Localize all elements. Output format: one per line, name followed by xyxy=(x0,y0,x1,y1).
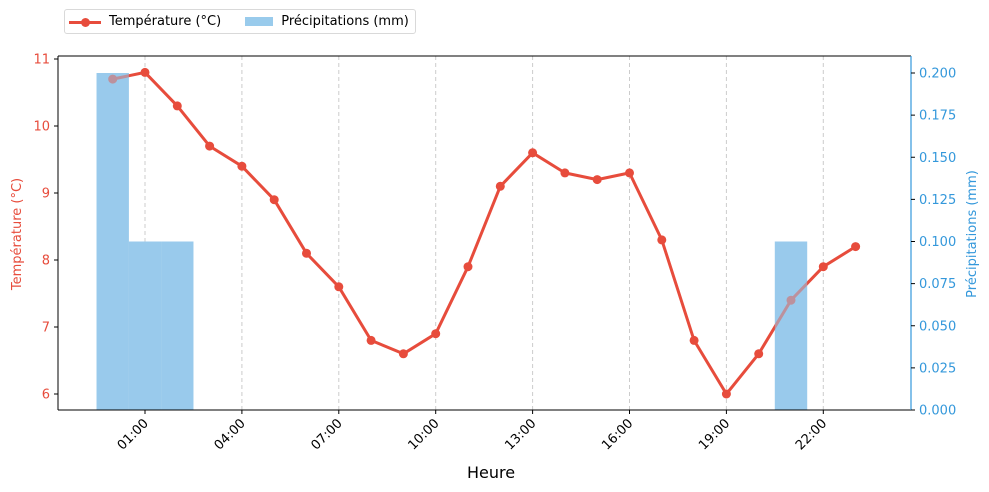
right-tick-label: 0.075 xyxy=(919,277,956,292)
temperature-marker xyxy=(269,195,279,205)
left-tick-label: 10 xyxy=(33,120,50,135)
temperature-marker xyxy=(560,168,570,178)
legend-label-precipitation: Précipitations (mm) xyxy=(281,14,409,29)
precipitation-bar-overlay xyxy=(128,241,162,410)
x-tick-label: 10:00 xyxy=(405,416,442,453)
temperature-marker xyxy=(366,335,376,345)
right-tick-label: 0.000 xyxy=(919,404,956,419)
temperature-marker xyxy=(657,235,667,245)
temperature-polyline xyxy=(112,70,857,396)
right-tick-label: 0.150 xyxy=(919,151,956,166)
right-tick-label: 0.125 xyxy=(919,193,956,208)
left-tick-label: 8 xyxy=(42,254,50,269)
temperature-marker xyxy=(625,168,634,178)
left-tick-label: 11 xyxy=(33,53,50,68)
x-tick-label: 04:00 xyxy=(212,416,249,453)
line-marker-icon xyxy=(69,15,101,29)
precipitation-bar-overlay xyxy=(96,73,129,410)
left-tick-label: 9 xyxy=(42,187,50,202)
temperature-marker xyxy=(851,242,861,252)
temperature-marker xyxy=(172,101,182,111)
x-tick-label: 13:00 xyxy=(502,416,539,453)
precipitation-bar-overlay xyxy=(161,241,194,410)
temperature-marker xyxy=(721,389,731,399)
right-tick-label: 0.050 xyxy=(919,319,956,334)
chart-legend: Température (°C) Précipitations (mm) xyxy=(64,9,416,34)
legend-item-temperature: Température (°C) xyxy=(69,14,221,29)
left-tick-label: 7 xyxy=(42,321,50,336)
bar-swatch-icon xyxy=(245,17,274,26)
temperature-marker xyxy=(463,262,473,272)
temperature-marker xyxy=(302,248,311,258)
temperature-marker xyxy=(205,141,215,151)
precipitation-bars xyxy=(96,73,808,410)
right-tick-label: 0.200 xyxy=(919,67,956,82)
temperature-marker xyxy=(431,329,441,339)
left-y-axis-label: Température (°C) xyxy=(10,178,25,291)
right-tick-label: 0.100 xyxy=(919,235,956,250)
grid-lines xyxy=(144,56,824,410)
temperature-marker xyxy=(495,181,505,191)
temperature-marker xyxy=(237,161,247,171)
left-tick-label: 6 xyxy=(42,388,50,403)
right-tick-label: 0.175 xyxy=(919,109,956,124)
temperature-marker xyxy=(592,175,602,185)
x-tick-label: 07:00 xyxy=(309,416,346,453)
temperature-line xyxy=(96,67,861,410)
x-tick-label: 16:00 xyxy=(599,416,636,453)
right-tick-label: 0.025 xyxy=(919,361,956,376)
temperature-marker xyxy=(818,262,828,272)
x-axis-label: Heure xyxy=(467,463,515,482)
temperature-marker xyxy=(689,335,699,345)
temperature-marker xyxy=(334,282,344,292)
temperature-marker xyxy=(754,349,764,359)
x-tick-label: 19:00 xyxy=(696,416,733,453)
temperature-marker xyxy=(140,67,150,77)
legend-label-temperature: Température (°C) xyxy=(109,14,222,29)
x-tick-label: 22:00 xyxy=(793,416,830,453)
temperature-marker xyxy=(528,148,538,158)
temperature-marker xyxy=(398,349,408,359)
legend-item-precipitation: Précipitations (mm) xyxy=(221,14,409,29)
precipitation-bar-overlay xyxy=(774,241,808,410)
x-tick-label: 01:00 xyxy=(115,416,152,453)
right-y-axis-label: Précipitations (mm) xyxy=(965,170,980,298)
